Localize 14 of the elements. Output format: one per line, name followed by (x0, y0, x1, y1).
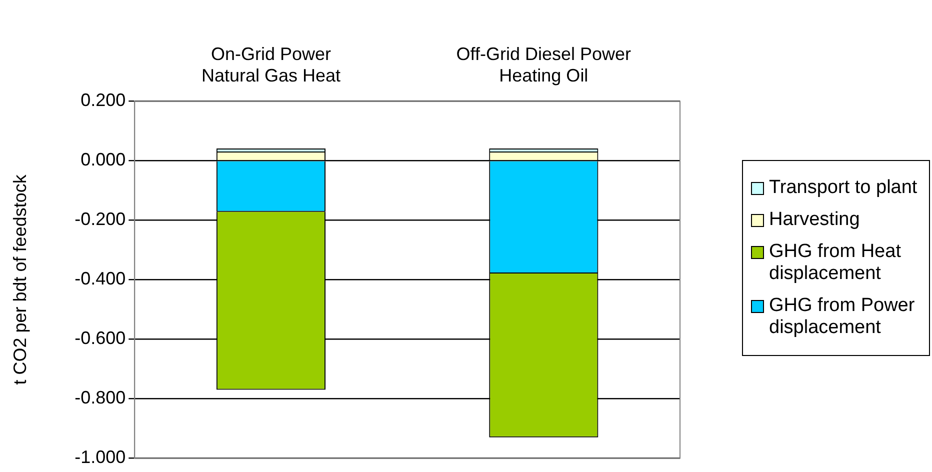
legend-label: Transport to plant (769, 177, 918, 199)
y-tick-label: -0.200 (74, 209, 126, 230)
y-tick-label: -0.400 (74, 268, 126, 289)
x-tick-label: Off-Grid Diesel Power Heating Oil (456, 44, 632, 86)
legend-label: GHG from Power displacement (769, 295, 916, 339)
legend-label: Harvesting (769, 209, 860, 231)
y-tick-label: 0.000 (80, 150, 126, 170)
legend-label: GHG from Heat displacement (769, 241, 902, 285)
y-tick-label: 0.200 (80, 90, 126, 110)
y-tick-label: -0.800 (74, 388, 126, 408)
y-axis-title: t CO2 per bdt of feedstock (10, 174, 30, 385)
y-tick-label: -1.000 (74, 447, 126, 468)
y-tick-label: -0.600 (74, 328, 126, 348)
x-tick-label: On-Grid Power Natural Gas Heat (201, 44, 341, 86)
